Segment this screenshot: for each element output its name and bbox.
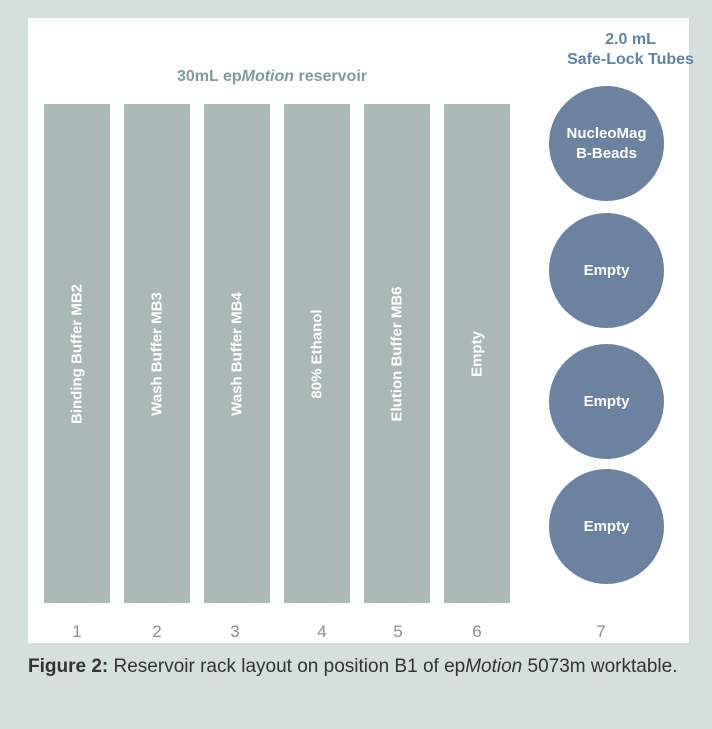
reservoir-header-prefix: 30mL ep	[177, 68, 242, 85]
tube-label: NucleoMag B-Beads	[566, 124, 647, 162]
reservoir-2: Wash Buffer MB3	[124, 104, 190, 603]
position-number-3: 3	[230, 622, 240, 641]
caption-brand: Motion	[465, 656, 523, 677]
tube-3: Empty	[549, 344, 664, 459]
tube-2: Empty	[549, 213, 664, 328]
reservoir-header-suffix: reservoir	[294, 68, 367, 85]
reservoir-label: Binding Buffer MB2	[68, 283, 86, 424]
tube-label: Empty	[583, 392, 630, 410]
tubes-header-line1: 2.0 mL	[605, 31, 656, 48]
reservoir-header-brand: Motion	[241, 68, 295, 85]
figure-caption: Figure 2: Reservoir rack layout on posit…	[28, 654, 698, 680]
reservoir-header: 30mL epMotion reservoir	[72, 68, 472, 86]
reservoir-label: Wash Buffer MB3	[148, 291, 166, 416]
reservoir-label: Wash Buffer MB4	[228, 291, 246, 416]
reservoir-label: Empty	[468, 330, 486, 377]
reservoir-label: 80% Ethanol	[308, 308, 326, 399]
reservoir-5: Elution Buffer MB6	[364, 104, 430, 603]
position-number-6: 6	[472, 622, 482, 641]
reservoir-label: Elution Buffer MB6	[388, 286, 406, 421]
tube-1: NucleoMag B-Beads	[549, 86, 664, 201]
position-number-1: 1	[72, 622, 82, 641]
diagram-panel: 30mL epMotion reservoir 2.0 mL Safe-Lock…	[28, 18, 694, 643]
tubes-header-line2: Safe-Lock Tubes	[567, 51, 694, 68]
position-number-4: 4	[317, 622, 327, 641]
caption-text-2: 5073m worktable.	[522, 656, 678, 677]
reservoir-4: 80% Ethanol	[284, 104, 350, 603]
position-number-2: 2	[152, 622, 162, 641]
tube-label: Empty	[583, 517, 630, 535]
tube-label: Empty	[583, 261, 630, 279]
caption-label: Figure 2:	[28, 656, 109, 677]
reservoir-6: Empty	[444, 104, 510, 603]
reservoir-1: Binding Buffer MB2	[44, 104, 110, 603]
tubes-header: 2.0 mL Safe-Lock Tubes	[548, 30, 712, 70]
position-number-5: 5	[393, 622, 403, 641]
tube-4: Empty	[549, 469, 664, 584]
caption-text-1: Reservoir rack layout on position B1 of …	[108, 656, 466, 677]
position-number-7: 7	[596, 622, 606, 641]
reservoir-3: Wash Buffer MB4	[204, 104, 270, 603]
